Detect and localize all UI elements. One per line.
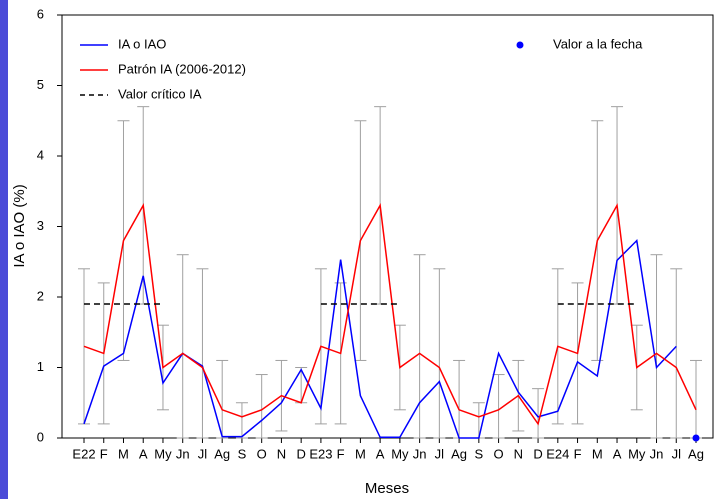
x-tick-label: O bbox=[494, 446, 504, 461]
x-axis-label: Meses bbox=[365, 480, 409, 497]
x-tick-label: Ag bbox=[214, 446, 230, 461]
x-tick-label: A bbox=[139, 446, 148, 461]
x-tick-label: My bbox=[154, 446, 172, 461]
x-tick-label: D bbox=[533, 446, 542, 461]
x-tick-label: M bbox=[118, 446, 129, 461]
x-tick-label: E24 bbox=[546, 446, 569, 461]
x-tick-label: N bbox=[514, 446, 523, 461]
legend-label: Patrón IA (2006-2012) bbox=[118, 61, 246, 76]
legend-label: Valor a la fecha bbox=[553, 36, 643, 51]
point bbox=[693, 435, 700, 442]
x-tick-label: M bbox=[592, 446, 603, 461]
y-tick-label: 5 bbox=[37, 77, 44, 92]
x-tick-label: Jn bbox=[413, 446, 427, 461]
x-tick-label: F bbox=[100, 446, 108, 461]
y-tick-label: 2 bbox=[37, 288, 44, 303]
x-tick-label: F bbox=[574, 446, 582, 461]
x-tick-label: My bbox=[391, 446, 409, 461]
x-tick-label: A bbox=[613, 446, 622, 461]
x-tick-label: N bbox=[277, 446, 286, 461]
x-tick-label: Jl bbox=[435, 446, 445, 461]
x-tick-label: Jn bbox=[650, 446, 664, 461]
x-tick-label: Jn bbox=[176, 446, 190, 461]
series-line bbox=[84, 205, 696, 424]
x-tick-label: Jl bbox=[198, 446, 208, 461]
legend-marker bbox=[517, 42, 524, 49]
y-tick-label: 0 bbox=[37, 429, 44, 444]
x-tick-label: D bbox=[296, 446, 305, 461]
x-tick-label: M bbox=[355, 446, 366, 461]
x-tick-label: Ag bbox=[451, 446, 467, 461]
x-tick-label: E22 bbox=[72, 446, 95, 461]
x-tick-label: Ag bbox=[688, 446, 704, 461]
legend-label: Valor crítico IA bbox=[118, 86, 202, 101]
legend-label: IA o IAO bbox=[118, 36, 166, 51]
y-tick-label: 6 bbox=[37, 6, 44, 21]
y-tick-label: 4 bbox=[37, 147, 44, 162]
y-axis-label: IA o IAO (%) bbox=[11, 184, 28, 267]
x-tick-label: Jl bbox=[672, 446, 682, 461]
x-tick-label: E23 bbox=[309, 446, 332, 461]
x-tick-label: F bbox=[337, 446, 345, 461]
x-tick-label: S bbox=[475, 446, 484, 461]
side-strip bbox=[0, 0, 8, 499]
y-tick-label: 1 bbox=[37, 359, 44, 374]
y-tick-label: 3 bbox=[37, 218, 44, 233]
plot-frame bbox=[62, 15, 713, 438]
x-tick-label: A bbox=[376, 446, 385, 461]
x-tick-label: My bbox=[628, 446, 646, 461]
x-tick-label: S bbox=[238, 446, 247, 461]
x-tick-label: O bbox=[257, 446, 267, 461]
